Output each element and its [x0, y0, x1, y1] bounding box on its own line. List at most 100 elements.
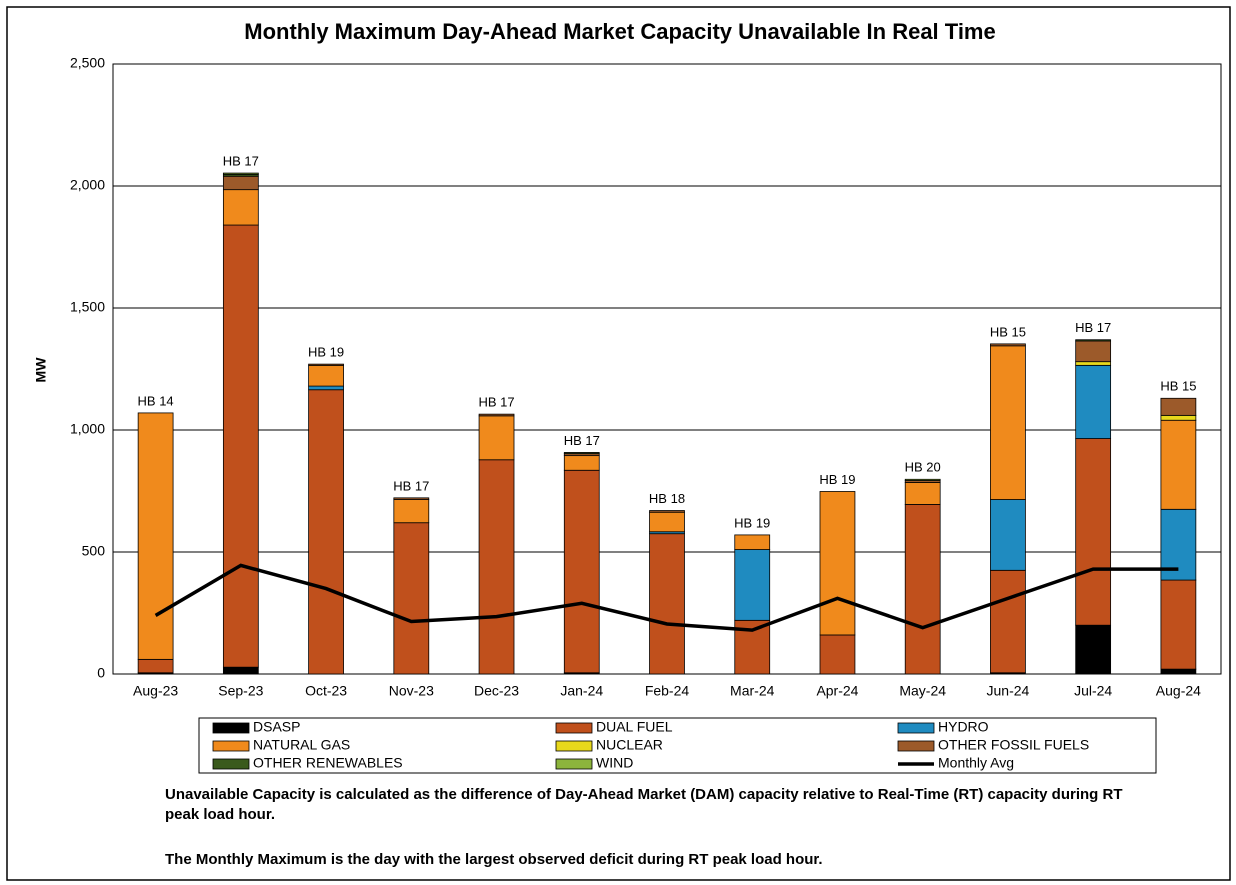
bar-annotation: HB 17 [478, 395, 514, 410]
y-tick-label: 1,000 [70, 421, 105, 437]
legend-swatch [555, 758, 593, 770]
x-tick-label: Aug-23 [133, 683, 178, 699]
legend-label: HYDRO [938, 719, 989, 735]
y-tick-label: 2,500 [70, 55, 105, 71]
legend-label: Monthly Avg [938, 755, 1014, 771]
bar-segment [393, 522, 430, 675]
legend-swatch [555, 740, 593, 752]
bar-annotation: HB 18 [649, 491, 685, 506]
x-tick-label: Feb-24 [645, 683, 690, 699]
legend-swatch [212, 722, 250, 734]
bar-segment [1075, 361, 1112, 366]
bar-segment [478, 413, 515, 417]
bar-segment [1160, 414, 1197, 421]
legend-swatch [897, 722, 935, 734]
bar-segment [563, 452, 600, 455]
bar-annotation: HB 19 [734, 515, 770, 530]
bar-segment [1160, 397, 1197, 416]
bar-segment [478, 459, 515, 675]
bar-segment [904, 482, 941, 505]
bar-annotation: HB 15 [990, 324, 1026, 339]
bar-segment [308, 364, 344, 387]
x-tick-label: Jun-24 [987, 683, 1030, 699]
bar-segment [904, 504, 941, 675]
bar-segment [649, 533, 685, 675]
bar-segment [308, 385, 344, 391]
bar-annotation: HB 17 [1075, 320, 1111, 335]
bar-segment [222, 172, 259, 175]
legend-label: OTHER RENEWABLES [253, 755, 403, 771]
bar-segment [137, 658, 174, 674]
bar-segment [904, 478, 941, 481]
legend-label: WIND [596, 755, 633, 771]
legend-box [198, 717, 1157, 774]
y-tick-label: 1,500 [70, 299, 105, 315]
x-tick-label: Nov-23 [389, 683, 434, 699]
bar-segment [1160, 419, 1197, 510]
bar-segment [990, 345, 1026, 500]
y-tick-label: 0 [97, 665, 105, 681]
bar-segment [990, 343, 1026, 347]
x-tick-label: Apr-24 [816, 683, 858, 699]
bar-segment [649, 511, 685, 533]
bar-annotation: HB 19 [819, 472, 855, 487]
legend-swatch [555, 722, 593, 734]
legend-swatch [212, 758, 250, 770]
y-tick-label: 2,000 [70, 177, 105, 193]
bar-segment [393, 497, 430, 500]
bar-segment [734, 534, 771, 550]
bar-segment [222, 224, 259, 668]
x-tick-label: Oct-23 [305, 683, 347, 699]
bar-segment [393, 499, 430, 524]
legend-swatch [897, 740, 935, 752]
legend-label: DSASP [253, 719, 300, 735]
bar-segment [478, 415, 515, 461]
avg-line [154, 563, 1179, 632]
bar-annotation: HB 20 [905, 460, 941, 475]
x-tick-label: Mar-24 [730, 683, 775, 699]
legend-label: OTHER FOSSIL FUELS [938, 737, 1089, 753]
bar-segment [990, 499, 1026, 571]
bar-segment [819, 491, 856, 636]
y-tick-label: 500 [82, 543, 106, 559]
x-tick-label: Sep-23 [218, 683, 263, 699]
x-tick-label: Jul-24 [1074, 683, 1112, 699]
bar-segment [222, 189, 259, 226]
bar-segment [734, 549, 771, 621]
bar-segment [819, 634, 856, 675]
y-axis-label: MW [33, 357, 49, 383]
x-tick-label: Dec-23 [474, 683, 519, 699]
bar-annotation: HB 17 [393, 478, 429, 493]
note: Unavailable Capacity is calculated as th… [165, 786, 1123, 823]
legend-label: NATURAL GAS [253, 737, 350, 753]
bar-segment [308, 363, 344, 366]
note: The Monthly Maximum is the day with the … [165, 851, 823, 868]
bar-annotation: HB 17 [223, 154, 259, 169]
bar-segment [1160, 579, 1197, 670]
chart-title: Monthly Maximum Day-Ahead Market Capacit… [244, 19, 995, 44]
bar-segment [222, 666, 259, 675]
bar-segment [563, 455, 600, 471]
bar-segment [137, 412, 174, 660]
bar-segment [308, 389, 344, 675]
x-tick-label: May-24 [899, 683, 946, 699]
bar-segment [1075, 339, 1112, 342]
bar-segment [1075, 624, 1112, 675]
bar-segment [649, 510, 685, 513]
bar-segment [1075, 438, 1112, 626]
bar-annotation: HB 19 [308, 345, 344, 360]
bar-annotation: HB 17 [564, 433, 600, 448]
bar-segment [1075, 340, 1112, 363]
bar-annotation: HB 15 [1160, 379, 1196, 394]
x-tick-label: Aug-24 [1156, 683, 1201, 699]
bar-segment [222, 175, 259, 191]
bar-segment [990, 569, 1026, 674]
legend-swatch [212, 740, 250, 752]
legend-label: NUCLEAR [596, 737, 663, 753]
bar-segment [563, 469, 600, 674]
legend-label: DUAL FUEL [596, 719, 673, 735]
bar-annotation: HB 14 [138, 393, 174, 408]
bar-segment [1075, 364, 1112, 439]
